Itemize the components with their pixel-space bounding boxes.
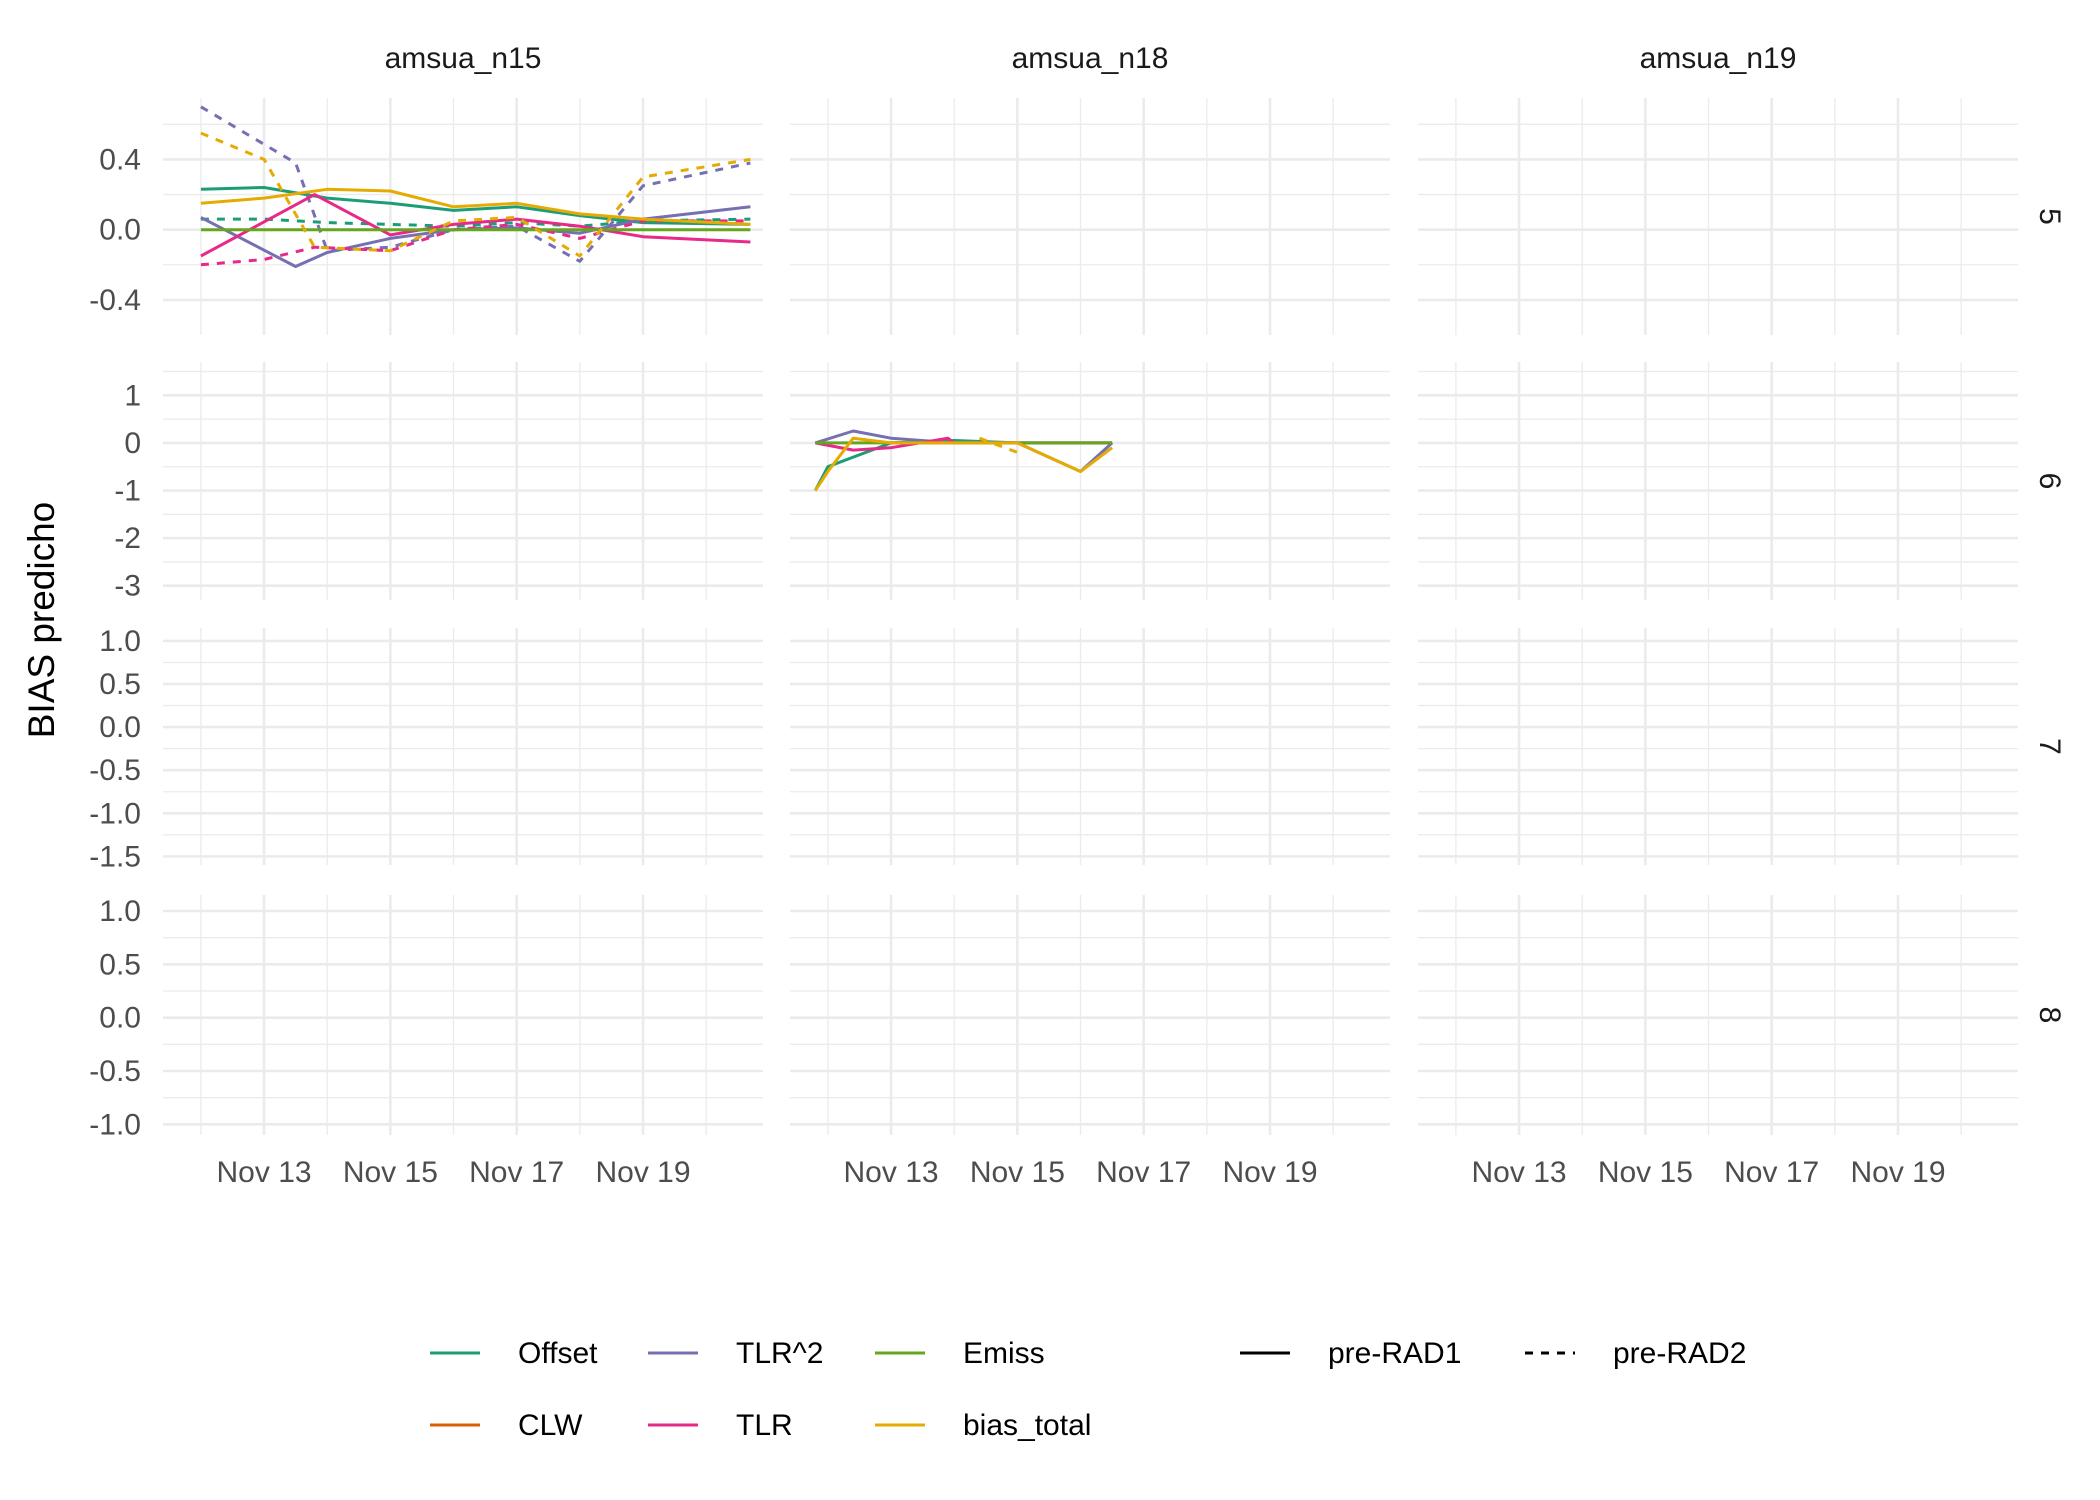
facet-strip-amsua_n19: amsua_n19 <box>1640 42 1797 75</box>
y-tick-label: -1 <box>114 475 141 508</box>
series-line-tlr-2-pre-rad2 <box>200 105 751 263</box>
series-line-bias-total-pre-rad2 <box>200 131 751 258</box>
y-tick-label: 0 <box>124 427 141 460</box>
series-line-tlr-pre-rad1 <box>200 193 751 258</box>
y-tick-label: -0.5 <box>89 1055 141 1088</box>
y-tick-label: -3 <box>114 570 141 603</box>
legend-label: Offset <box>518 1337 598 1370</box>
legend-label: pre-RAD2 <box>1613 1337 1746 1370</box>
x-tick-label: Nov 15 <box>1598 1156 1693 1189</box>
legend-label: TLR^2 <box>736 1337 823 1370</box>
x-tick-label: Nov 13 <box>1472 1156 1567 1189</box>
series-line-bias-total-pre-rad2 <box>978 436 1018 454</box>
y-tick-label: 0.0 <box>99 1002 141 1035</box>
x-tick-label: Nov 19 <box>1850 1156 1945 1189</box>
y-tick-label: 0.0 <box>99 711 141 744</box>
legend-label: CLW <box>518 1409 583 1442</box>
x-tick-label: Nov 15 <box>343 1156 438 1189</box>
y-tick-label: 0.5 <box>99 948 141 981</box>
y-tick-label: 0.0 <box>99 214 141 247</box>
x-tick-label: Nov 19 <box>1222 1156 1317 1189</box>
x-tick-label: Nov 19 <box>595 1156 690 1189</box>
facet-strip-amsua_n18: amsua_n18 <box>1012 42 1169 75</box>
series-line-bias-total-pre-rad1 <box>814 436 1114 492</box>
legend-label: TLR <box>736 1409 793 1442</box>
facet-strip-row-7: 7 <box>2033 738 2066 755</box>
y-tick-label: 1.0 <box>99 625 141 658</box>
y-tick-label: -0.5 <box>89 754 141 787</box>
y-tick-label: -1.0 <box>89 1108 141 1141</box>
facet-strip-amsua_n15: amsua_n15 <box>385 42 542 75</box>
x-tick-label: Nov 17 <box>469 1156 564 1189</box>
y-tick-label: 1.0 <box>99 895 141 928</box>
x-tick-label: Nov 17 <box>1724 1156 1819 1189</box>
legend-label: Emiss <box>963 1337 1045 1370</box>
x-tick-label: Nov 17 <box>1096 1156 1191 1189</box>
facet-strip-row-8: 8 <box>2033 1007 2066 1024</box>
y-tick-label: -1.0 <box>89 797 141 830</box>
y-tick-label: 0.4 <box>99 143 141 176</box>
x-tick-label: Nov 13 <box>844 1156 939 1189</box>
legend-label: bias_total <box>963 1409 1091 1442</box>
y-axis-label: BIAS predicho <box>21 502 62 739</box>
y-tick-label: 1 <box>124 379 141 412</box>
legend: Offset CLW TLR^2 TLR Emiss bias_total pre-RAD1… <box>430 1337 1746 1442</box>
y-tick-label: -0.4 <box>89 284 141 317</box>
facet-strip-row-6: 6 <box>2033 473 2066 490</box>
y-tick-label: 0.5 <box>99 668 141 701</box>
y-tick-label: -2 <box>114 522 141 555</box>
legend-label: pre-RAD1 <box>1328 1337 1461 1370</box>
series-line-bias-total-pre-rad1 <box>200 187 751 226</box>
x-tick-label: Nov 13 <box>217 1156 312 1189</box>
facet-strip-row-5: 5 <box>2033 208 2066 225</box>
series-line-offset-pre-rad1 <box>200 186 751 226</box>
y-tick-label: -1.5 <box>89 840 141 873</box>
x-tick-label: Nov 15 <box>970 1156 1065 1189</box>
